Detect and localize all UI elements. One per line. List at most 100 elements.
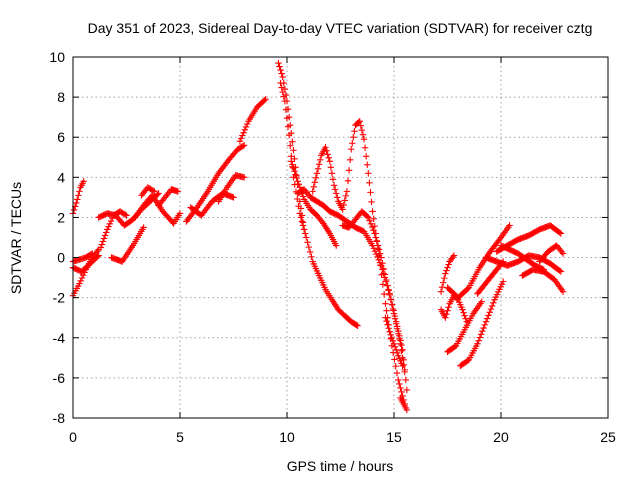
- series-t26: [444, 298, 485, 356]
- data-point: [444, 307, 451, 314]
- data-point: [290, 147, 297, 154]
- data-point: [123, 212, 130, 219]
- data-point: [371, 230, 378, 237]
- data-point: [355, 118, 362, 126]
- data-point: [78, 274, 86, 282]
- data-point: [100, 235, 108, 242]
- data-point: [480, 324, 487, 332]
- series-t11: [183, 142, 248, 225]
- y-axis-label: SDTVAR / TECUs: [8, 182, 24, 294]
- data-point: [290, 164, 297, 172]
- data-point: [390, 310, 398, 317]
- data-point: [296, 210, 304, 217]
- data-point: [397, 340, 404, 347]
- data-point: [312, 174, 320, 182]
- data-point: [393, 369, 401, 377]
- data-point: [364, 213, 371, 220]
- data-point: [345, 167, 353, 174]
- data-point: [303, 234, 310, 241]
- data-point: [356, 117, 363, 125]
- series-t16: [277, 79, 361, 329]
- data-point: [280, 93, 287, 100]
- y-tick-label: 0: [57, 250, 65, 266]
- data-point: [341, 197, 348, 204]
- series-t12: [187, 190, 237, 219]
- data-point: [354, 322, 361, 329]
- data-point: [107, 217, 115, 225]
- series-t33: [536, 242, 567, 265]
- data-point: [391, 343, 399, 351]
- data-point: [382, 314, 389, 321]
- data-point: [484, 315, 491, 322]
- data-point: [314, 165, 322, 173]
- data-point: [394, 325, 401, 332]
- data-point: [310, 183, 317, 191]
- data-point: [300, 226, 308, 233]
- data-point: [370, 215, 377, 222]
- data-point: [399, 346, 406, 354]
- data-point: [384, 282, 391, 289]
- data-point: [350, 134, 357, 141]
- y-tick-label: -2: [53, 290, 66, 306]
- data-point: [482, 318, 490, 325]
- data-point: [460, 309, 467, 316]
- data-point: [106, 220, 114, 228]
- data-point: [284, 123, 292, 130]
- x-tick-label: 15: [386, 429, 402, 445]
- data-point: [305, 243, 313, 251]
- data-point: [281, 97, 289, 105]
- data-point: [75, 192, 82, 199]
- data-point: [365, 214, 372, 221]
- data-point: [298, 218, 306, 225]
- data-point: [442, 270, 449, 277]
- series-t20: [339, 208, 408, 376]
- data-point: [325, 154, 332, 161]
- data-point: [149, 187, 157, 194]
- data-point: [474, 340, 481, 347]
- data-point: [385, 287, 392, 294]
- data-point: [334, 194, 341, 201]
- data-point: [97, 244, 105, 251]
- data-point: [376, 250, 384, 257]
- data-point: [343, 188, 351, 195]
- data-point: [459, 306, 466, 313]
- data-point: [294, 195, 301, 203]
- data-point: [374, 253, 381, 261]
- data-point: [333, 242, 340, 249]
- data-point: [313, 170, 321, 177]
- y-tick-label: 10: [49, 49, 65, 65]
- series-t17: [288, 158, 340, 249]
- data-point: [176, 210, 184, 217]
- data-point: [360, 136, 368, 143]
- data-point: [359, 131, 367, 138]
- data-point: [391, 315, 399, 322]
- data-point: [383, 318, 390, 325]
- data-point: [288, 158, 295, 165]
- data-point: [76, 280, 83, 287]
- data-point: [372, 234, 380, 241]
- data-point: [396, 380, 403, 388]
- series-t21: [382, 314, 406, 370]
- data-point: [80, 178, 87, 185]
- data-point: [382, 300, 389, 307]
- data-point: [438, 283, 446, 291]
- data-point: [239, 142, 247, 150]
- data-point: [151, 188, 158, 195]
- data-point: [368, 198, 375, 206]
- data-point: [261, 97, 268, 104]
- series-t29: [482, 252, 565, 275]
- data-point: [390, 340, 398, 347]
- series-t32: [519, 266, 567, 295]
- data-point: [506, 222, 513, 229]
- data-point: [389, 305, 397, 313]
- data-point: [476, 334, 484, 341]
- data-point: [444, 264, 451, 271]
- data-point: [311, 179, 319, 186]
- data-point: [445, 303, 452, 311]
- data-point: [322, 144, 329, 151]
- data-point: [450, 252, 458, 259]
- data-point: [370, 227, 377, 234]
- data-point: [389, 337, 397, 344]
- data-point: [324, 151, 331, 158]
